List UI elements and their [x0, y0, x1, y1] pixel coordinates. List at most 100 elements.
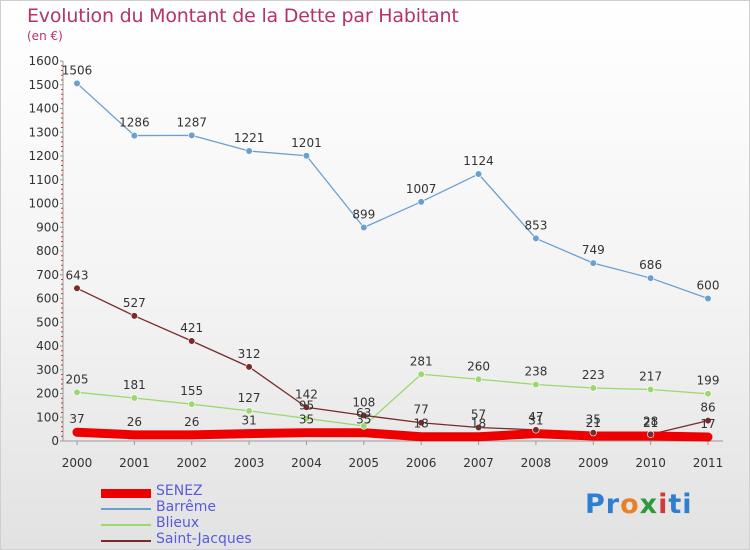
data-point	[704, 416, 712, 425]
y-tick-label: 1400	[28, 102, 59, 116]
data-point	[130, 394, 138, 402]
data-point	[417, 370, 425, 378]
data-label: 600	[697, 279, 720, 293]
data-label: 899	[352, 207, 375, 221]
data-point	[417, 198, 425, 206]
x-tick-label: 2007	[463, 456, 494, 470]
data-label: 18	[471, 417, 486, 431]
axes: 0 100 200 300 400 500 600 700 800 900 1000 1100 1200…	[28, 54, 723, 470]
legend-swatch	[101, 488, 151, 498]
data-point	[360, 422, 368, 430]
data-point	[360, 223, 368, 232]
data-point	[474, 423, 483, 432]
data-point	[245, 407, 253, 415]
data-label: 749	[582, 243, 605, 257]
x-tick-label: 2008	[521, 456, 552, 470]
legend-swatch	[101, 524, 151, 526]
data-point	[704, 294, 712, 303]
data-point	[130, 312, 138, 320]
data-point	[302, 414, 311, 423]
data-point	[302, 403, 311, 411]
series-line-barrême	[76, 82, 709, 300]
data-point	[474, 170, 483, 178]
data-label: 142	[295, 387, 318, 401]
data-label: 21	[586, 416, 601, 430]
data-point	[589, 429, 597, 437]
y-tick-label: 700	[36, 268, 59, 282]
data-label: 26	[127, 415, 142, 429]
data-label: 312	[238, 347, 261, 361]
data-label: 63	[356, 406, 371, 420]
chart-subtitle: (en €)	[27, 29, 63, 43]
x-tick-label: 2010	[635, 456, 666, 470]
y-tick-label: 1500	[28, 78, 59, 92]
x-tick-label: 2003	[234, 456, 265, 470]
data-label: 853	[524, 218, 547, 232]
legend-label: Barrême	[156, 499, 217, 515]
data-point	[73, 79, 81, 87]
data-label: 35	[356, 413, 371, 427]
data-label: 57	[471, 407, 486, 421]
data-label: 95	[299, 398, 314, 412]
y-tick-label: 500	[36, 315, 59, 329]
proxiti-logo: Proxiti	[585, 489, 693, 520]
data-label: 199	[697, 374, 720, 388]
y-tick-label: 900	[36, 220, 59, 234]
legend-label: Saint-Jacques	[156, 531, 252, 547]
data-label: 1221	[234, 131, 265, 145]
data-point	[302, 152, 311, 160]
data-label: 37	[69, 412, 84, 426]
data-point	[647, 274, 655, 282]
x-tick-label: 2002	[176, 456, 207, 470]
x-tick-label: 2000	[62, 456, 93, 470]
data-point	[130, 131, 138, 140]
data-label: 35	[586, 413, 601, 427]
data-point	[188, 400, 196, 408]
data-label: 127	[238, 391, 261, 405]
data-label: 1124	[463, 154, 494, 168]
legend-label: Blieux	[156, 515, 200, 531]
data-label: 26	[184, 415, 199, 429]
series-points	[73, 79, 712, 438]
series-line-blieux	[76, 373, 709, 427]
data-label: 86	[700, 401, 715, 415]
data-point	[589, 259, 597, 267]
data-point	[188, 131, 196, 139]
data-label: 1007	[406, 182, 437, 196]
data-point	[704, 390, 712, 398]
x-tick-label: 2005	[349, 456, 380, 470]
y-tick-label: 200	[36, 387, 59, 401]
y-tick-label: 300	[36, 363, 59, 377]
data-point	[589, 384, 597, 392]
data-label: 47	[528, 410, 543, 424]
data-point	[647, 430, 655, 438]
data-labels: 1506 1286 1287 1221 1201 899 1007 1124 853 749 686…	[62, 63, 720, 431]
data-point	[73, 284, 81, 292]
y-tick-label: 400	[36, 339, 59, 353]
y-tick-label: 1000	[28, 197, 59, 211]
data-point	[245, 363, 253, 371]
data-label: 223	[582, 368, 605, 382]
data-label: 1506	[62, 63, 93, 77]
data-label: 421	[180, 321, 203, 335]
data-label: 1201	[291, 136, 322, 150]
data-point	[417, 419, 425, 427]
data-label: 31	[241, 414, 256, 428]
data-label: 281	[410, 354, 433, 368]
data-label: 181	[123, 378, 146, 392]
legend-label: SENEZ	[156, 483, 203, 499]
x-tick-label: 2004	[291, 456, 322, 470]
data-point	[73, 388, 81, 396]
legend-swatch	[101, 540, 151, 542]
data-label: 17	[700, 417, 715, 431]
data-label: 35	[299, 413, 314, 427]
data-label: 28	[643, 414, 658, 428]
series-line-senez	[72, 427, 713, 442]
chart-title: Evolution du Montant de la Dette par Hab…	[27, 5, 459, 27]
data-label: 643	[66, 268, 89, 282]
series-line-saint-jacques	[76, 287, 709, 436]
data-label: 21	[643, 416, 658, 430]
series-lines	[72, 82, 713, 442]
x-tick-label: 2006	[406, 456, 437, 470]
